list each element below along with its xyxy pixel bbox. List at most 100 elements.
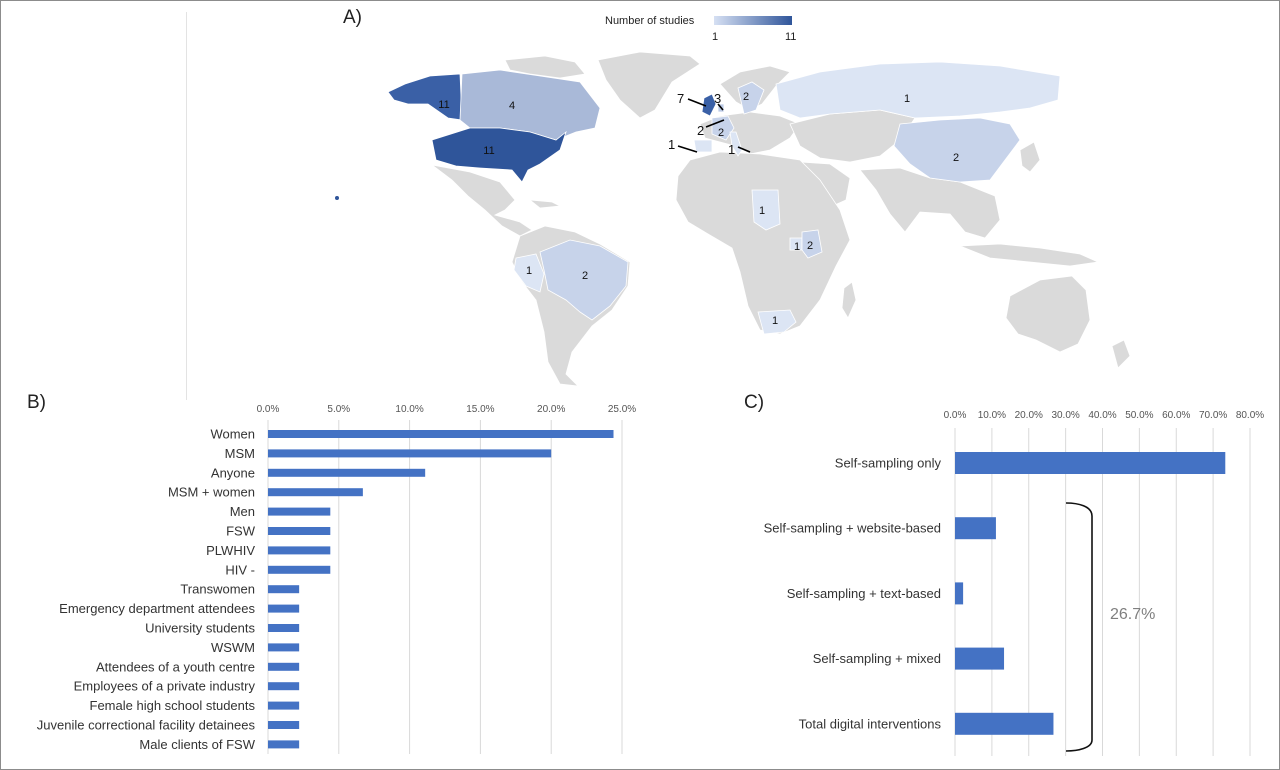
bar <box>955 647 1005 670</box>
map-panel-divider <box>186 12 187 400</box>
callout-line-nl <box>717 103 724 111</box>
callout-line-uk <box>687 98 707 107</box>
map-value-kenya: 2 <box>807 240 813 252</box>
tick-label: 10.0% <box>978 410 1006 421</box>
bar <box>268 701 300 710</box>
tick-label: 15.0% <box>466 404 494 415</box>
region-italy <box>729 131 743 157</box>
map-value-brazil: 2 <box>582 270 588 282</box>
category-label: MSM <box>225 446 255 461</box>
map-value-canada: 4 <box>509 100 515 112</box>
category-label: PLWHIV <box>206 543 255 558</box>
bar <box>268 604 300 613</box>
bar <box>955 517 996 540</box>
category-label: Emergency department attendees <box>59 601 255 616</box>
bracket <box>1065 502 1093 752</box>
category-label: WSWM <box>211 640 255 655</box>
bar <box>955 582 964 605</box>
region-usa <box>431 127 567 183</box>
map-value-peru: 1 <box>526 265 532 277</box>
category-label: Self-sampling + text-based <box>787 586 941 601</box>
bar <box>268 721 300 729</box>
legend-color-ramp <box>714 16 792 25</box>
land-madagascar <box>841 281 857 319</box>
bar <box>268 565 331 574</box>
tick-label: 70.0% <box>1199 410 1227 421</box>
category-label: University students <box>145 621 255 636</box>
land-japan <box>1019 141 1041 173</box>
bracket-annotation: 26.7% <box>1110 606 1156 623</box>
region-south-africa <box>757 309 797 335</box>
panel-c-label: C) <box>744 392 765 413</box>
bar <box>268 468 426 477</box>
tick-label: 60.0% <box>1162 410 1190 421</box>
land-australia <box>1005 275 1091 353</box>
map-value-uganda: 1 <box>794 241 800 253</box>
bar <box>268 546 331 555</box>
category-label: Male clients of FSW <box>139 737 255 752</box>
callout-line-be <box>705 119 725 128</box>
map-value-south-africa: 1 <box>772 315 778 327</box>
panel-a-label: A) <box>343 7 362 28</box>
region-uk <box>701 93 717 117</box>
land-greenland <box>597 51 701 119</box>
region-peru <box>513 253 545 293</box>
category-label: Self-sampling + mixed <box>813 651 941 666</box>
callout-spain: 1 <box>668 137 676 152</box>
region-kenya <box>801 229 823 259</box>
region-russia <box>775 61 1061 119</box>
tick-label: 50.0% <box>1125 410 1153 421</box>
legend-max-label: 11 <box>785 31 797 43</box>
category-label: Self-sampling + website-based <box>764 521 941 536</box>
map-value-united-states: 11 <box>483 145 494 157</box>
map-value-sweden: 2 <box>743 91 749 103</box>
region-spain <box>693 139 713 153</box>
category-label: Juvenile correctional facility detainees <box>37 718 256 733</box>
region-brazil <box>539 239 629 321</box>
category-label: Women <box>210 427 255 442</box>
map-value-russia: 1 <box>904 93 910 105</box>
category-label: MSM + women <box>168 485 255 500</box>
region-sudan <box>751 189 781 231</box>
category-label: Anyone <box>211 465 255 480</box>
region-sweden <box>737 81 765 115</box>
land-indonesia <box>959 243 1100 267</box>
category-label: Attendees of a youth centre <box>96 659 255 674</box>
map-value-alaska: 11 <box>438 99 449 111</box>
tick-label: 80.0% <box>1236 410 1264 421</box>
category-label: Transwomen <box>180 582 255 597</box>
bar <box>955 712 1054 735</box>
land-africa <box>675 151 851 335</box>
category-label: FSW <box>226 524 256 539</box>
bar <box>268 585 300 594</box>
bar <box>268 430 614 438</box>
callout-italy: 1 <box>728 142 736 157</box>
land-mexico <box>431 164 533 237</box>
tick-label: 25.0% <box>608 404 636 415</box>
category-label: Self-sampling only <box>835 456 942 471</box>
tick-label: 40.0% <box>1088 410 1116 421</box>
category-label: Total digital interventions <box>799 716 942 731</box>
panel-b-label: B) <box>27 392 46 413</box>
bar <box>268 507 331 516</box>
map-value-china: 2 <box>953 152 959 164</box>
tick-label: 5.0% <box>327 404 350 415</box>
tick-label: 10.0% <box>395 404 423 415</box>
land-arctic-islands <box>504 55 586 79</box>
category-label: Employees of a private industry <box>74 679 256 694</box>
bar <box>268 624 300 632</box>
region-alaska <box>387 73 463 121</box>
legend-title: Number of studies <box>605 15 695 27</box>
map-value-sudan: 1 <box>759 205 765 217</box>
bar <box>268 527 331 535</box>
land-caribbean <box>528 199 562 209</box>
callout-netherlands: 3 <box>714 91 722 106</box>
bar <box>268 662 300 671</box>
bar <box>955 452 1226 474</box>
bar <box>268 449 552 458</box>
tick-label: 0.0% <box>257 404 280 415</box>
tick-label: 30.0% <box>1051 410 1079 421</box>
map-value-france: 2 <box>718 127 724 139</box>
